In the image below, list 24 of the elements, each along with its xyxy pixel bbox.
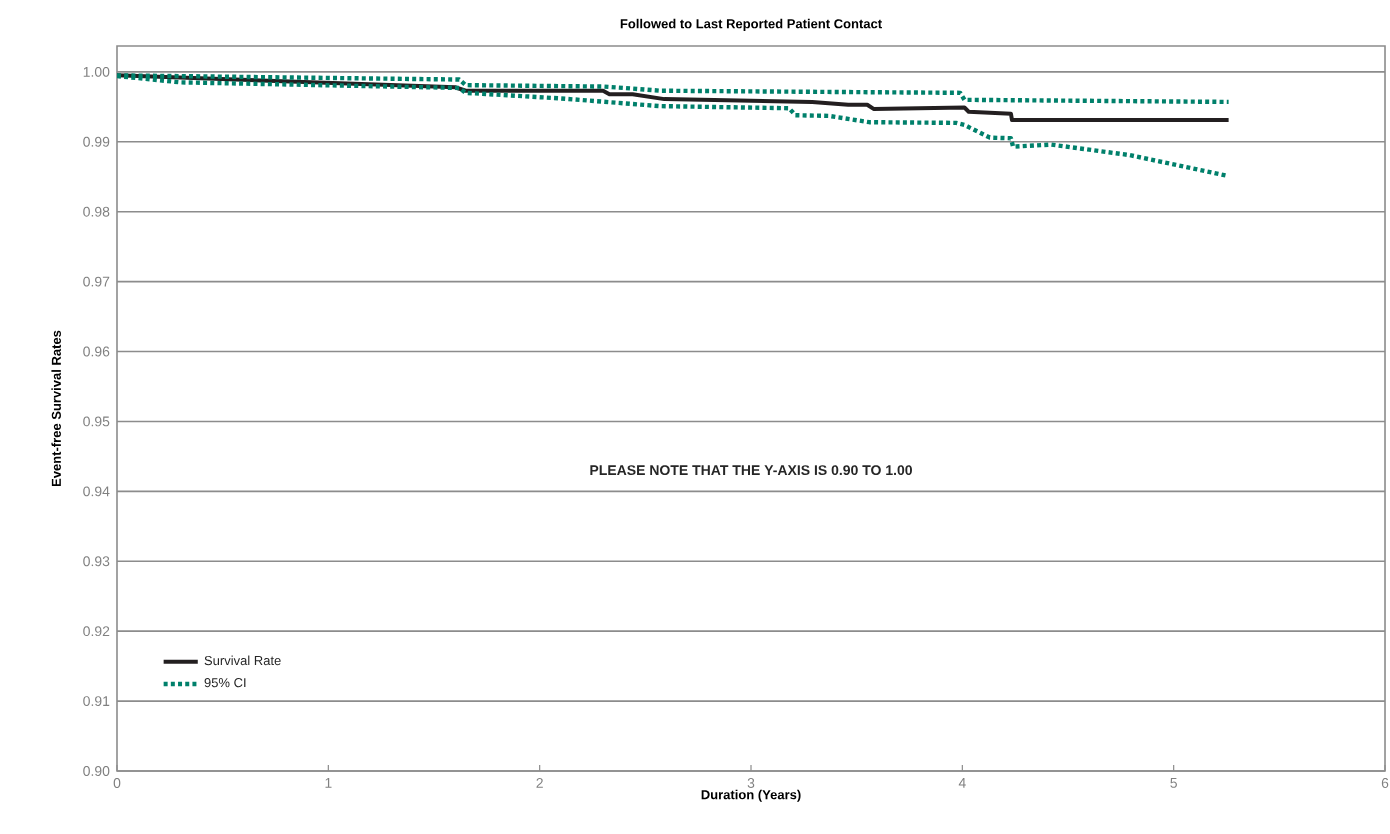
y-tick-label: 0.98	[83, 206, 110, 217]
x-tick-label: 4	[958, 778, 966, 788]
y-tick-label: 0.92	[83, 626, 110, 637]
chart-title: Followed to Last Reported Patient Contact	[620, 18, 882, 31]
y-tick-label: 0.91	[83, 696, 110, 707]
x-tick-label: 6	[1381, 778, 1389, 788]
x-tick-label: 0	[113, 778, 121, 788]
x-tick-label: 2	[536, 778, 543, 788]
legend-label: 95% CI	[204, 678, 246, 688]
y-tick-label: 0.99	[83, 136, 110, 147]
y-axis-title: Event-free Survival Rates	[51, 330, 61, 487]
y-tick-label: 0.93	[83, 556, 110, 567]
y-tick-label: 0.95	[83, 416, 110, 427]
y-tick-label: 0.90	[83, 766, 110, 776]
x-tick-label: 3	[747, 778, 755, 788]
y-tick-label: 1.00	[83, 66, 110, 77]
annotation: PLEASE NOTE THAT THE Y-AXIS IS 0.90 TO 1.00	[590, 465, 912, 476]
y-tick-label: 0.94	[83, 486, 110, 497]
y-tick-label: 0.97	[83, 276, 110, 287]
y-tick-label: 0.96	[83, 346, 110, 357]
x-axis-title: Duration (Years)	[701, 789, 801, 802]
x-tick-label: 1	[325, 778, 332, 788]
legend-label: Survival Rate	[204, 655, 281, 666]
x-tick-label: 5	[1170, 778, 1177, 788]
